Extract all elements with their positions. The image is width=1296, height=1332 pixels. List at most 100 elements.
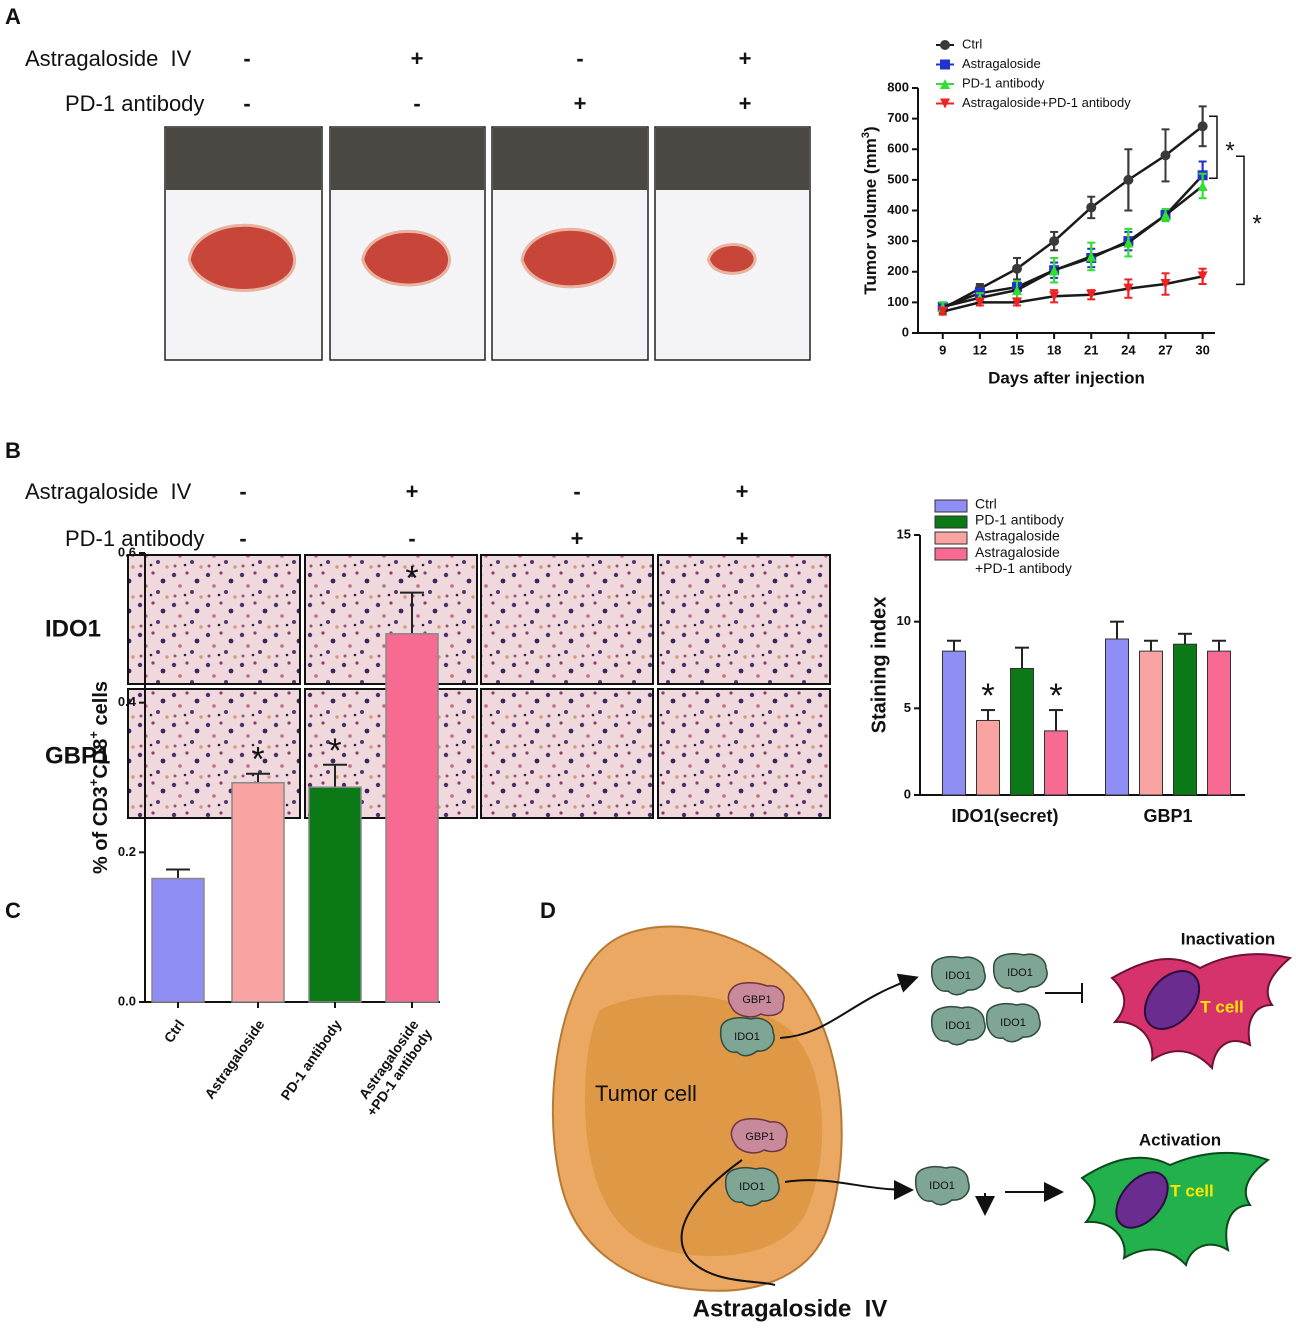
t-cell-label: T cell: [1200, 997, 1243, 1016]
legend-label: Astragaloside+PD-1 antibody: [962, 95, 1131, 110]
legend-swatch: [934, 547, 968, 561]
arrow: [779, 973, 919, 1039]
legend-swatch: [934, 531, 968, 545]
panel-label: D: [540, 898, 556, 923]
bar: [1044, 730, 1068, 796]
legend-swatch: [934, 499, 968, 513]
bar: [1139, 650, 1163, 796]
marker: [1123, 174, 1134, 185]
x-tick-label: IDO1(secret): [951, 806, 1058, 826]
t-cell-nucleus: [1115, 1171, 1169, 1229]
marker: [1049, 236, 1060, 247]
micrograph: [657, 688, 831, 819]
marker: [1012, 297, 1022, 308]
ido1-label: IDO1: [945, 970, 971, 982]
series-line: [942, 275, 1203, 313]
marker: [940, 59, 950, 70]
marker: [940, 98, 950, 109]
series-line: [942, 125, 1204, 310]
marker: [1086, 202, 1097, 213]
y-axis-title: Tumor volume (mm3): [860, 126, 881, 294]
tumor-sample: [187, 223, 297, 292]
legend-label: Ctrl: [975, 496, 997, 512]
y-tick-label: 200: [887, 263, 909, 278]
ido1-label: IDO1: [945, 1020, 971, 1032]
marker: [937, 306, 948, 317]
panel-label: A: [5, 4, 21, 29]
y-tick-label: 0.6: [118, 544, 136, 559]
activation-label: Activation: [1139, 1130, 1221, 1149]
y-axis-title-part: cells: [90, 681, 112, 731]
micrograph: [480, 688, 654, 819]
mechanism-diagram: GBP1 IDO1 GBP1 IDO1 IDO1 IDO1 IDO1 IDO1 …: [551, 925, 1293, 1322]
treatment-sign: +: [736, 526, 749, 551]
treatment-label: PD-1 antibody: [65, 91, 204, 116]
significance-bracket: [1236, 155, 1245, 286]
micrograph: [127, 554, 301, 685]
legend-label: PD-1 antibody: [962, 75, 1045, 90]
y-tick-label: 10: [897, 613, 911, 628]
y-tick-label: 300: [887, 233, 909, 248]
legend-label: Astragaloside: [975, 528, 1060, 544]
t-cell-inactive: [1110, 953, 1293, 1071]
significance-label: *: [1225, 138, 1234, 165]
marker: [1049, 291, 1060, 302]
bar: [976, 719, 1000, 796]
series-line: [942, 185, 1204, 309]
micrograph: [480, 554, 654, 685]
y-tick-label: 400: [887, 202, 909, 217]
y-tick-label: 800: [887, 79, 909, 94]
y-axis-title: Staining index: [868, 597, 890, 734]
marker: [1123, 237, 1134, 248]
marker: [1086, 251, 1097, 262]
ruler: [331, 128, 484, 190]
y-tick-label: 15: [897, 526, 911, 541]
treatment-sign: -: [413, 91, 420, 116]
y-tick-label: 100: [887, 294, 909, 309]
ido1-label: IDO1: [739, 1181, 765, 1193]
legend-label: Astragaloside+PD-1 antibody: [975, 544, 1072, 576]
y-axis-title-part: Tumor volume (mm: [861, 138, 880, 294]
row-label: GBP1: [45, 742, 110, 769]
x-tick-label: 27: [1158, 342, 1172, 357]
significance-label: *: [1049, 677, 1062, 715]
y-axis-title-part: % of CD3: [90, 786, 112, 874]
tumor-nucleus: [585, 994, 823, 1257]
marker: [940, 79, 950, 89]
bar: [942, 650, 966, 796]
panel-label: B: [5, 438, 21, 463]
x-tick-label: 18: [1047, 342, 1061, 357]
x-tick-label: Astragaloside: [201, 1016, 267, 1101]
t-cell-active: [1080, 1151, 1271, 1268]
x-tick-label: Ctrl: [161, 1017, 188, 1046]
drug-label: Astragaloside IV: [693, 1295, 888, 1322]
treatment-sign: -: [239, 479, 246, 504]
y-tick-label: 600: [887, 141, 909, 156]
y-tick-label: 0.4: [118, 694, 137, 709]
micrograph: [657, 554, 831, 685]
gbp1-label: GBP1: [745, 1131, 774, 1143]
marker: [1086, 289, 1097, 300]
treatment-sign: +: [411, 46, 424, 71]
y-axis-title-part: +: [86, 778, 101, 786]
ido1-label: IDO1: [734, 1031, 760, 1043]
x-tick-label: 15: [1010, 342, 1024, 357]
tumor-sample: [361, 229, 452, 287]
bar: [231, 781, 285, 1003]
gbp1-label: GBP1: [742, 994, 771, 1006]
t-cell-nucleus: [1143, 970, 1201, 1030]
panel-label: C: [5, 898, 21, 923]
significance-label: *: [1252, 211, 1261, 238]
bar: [151, 877, 205, 1003]
treatment-label: Astragaloside IV: [25, 479, 192, 504]
inactivation-label: Inactivation: [1181, 929, 1275, 948]
significance-label: *: [328, 732, 341, 770]
y-axis-title-part: ): [861, 126, 880, 132]
treatment-sign: +: [571, 526, 584, 551]
x-tick-label: 21: [1084, 342, 1098, 357]
y-tick-label: 500: [887, 171, 909, 186]
y-tick-label: 0.2: [118, 844, 136, 859]
inhibition-line: [680, 1159, 776, 1286]
